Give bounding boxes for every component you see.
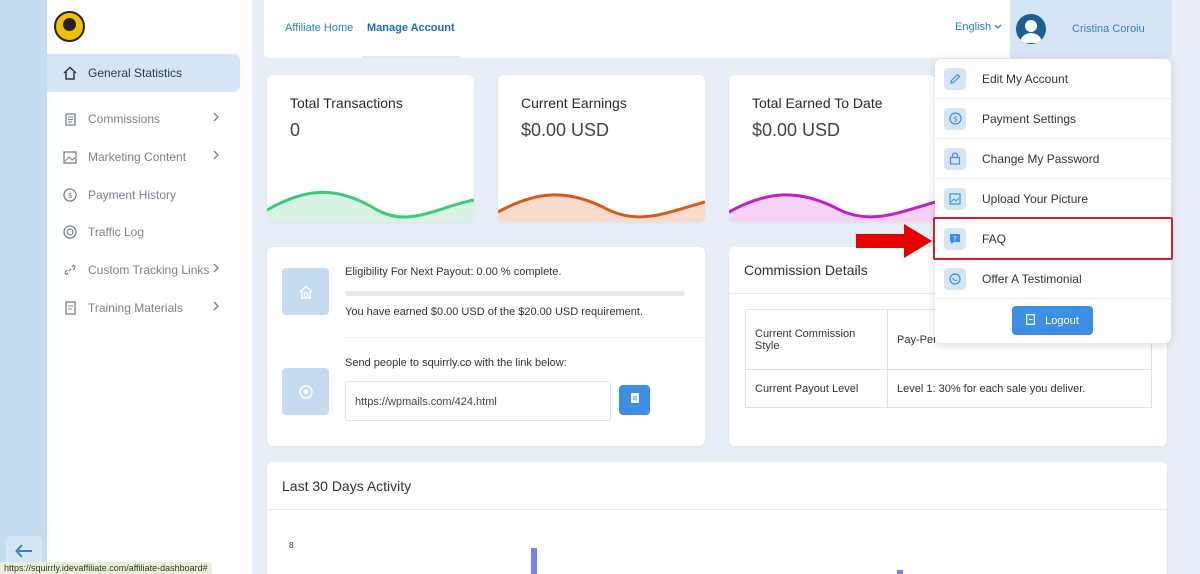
affiliate-link-field[interactable]: https://wpmails.com/424.html	[345, 381, 611, 421]
stat-title: Total Earned To Date	[752, 95, 883, 111]
sidebar-item-label: Traffic Log	[88, 225, 145, 239]
eligibility-text: Eligibility For Next Payout: 0.00 % comp…	[345, 266, 562, 278]
copy-icon	[630, 391, 640, 409]
svg-text:$: $	[67, 191, 72, 200]
commission-table: Current Commission Style Pay-Per Current…	[745, 309, 1152, 408]
tab-underline	[362, 56, 460, 58]
sidebar-item-general-statistics[interactable]: General Statistics	[47, 54, 240, 92]
stat-card-total-earned: Total Earned To Date $0.00 USD	[729, 75, 936, 222]
divider	[267, 509, 1167, 510]
menu-item-label: Upload Your Picture	[982, 191, 1089, 206]
menu-item-label: Change My Password	[982, 151, 1100, 166]
commission-title: Commission Details	[744, 262, 868, 278]
payout-card: Eligibility For Next Payout: 0.00 % comp…	[267, 247, 705, 446]
stat-card-total-transactions: Total Transactions 0	[267, 75, 474, 222]
brand-logo[interactable]	[54, 11, 85, 42]
chevron-down-icon	[994, 21, 1002, 33]
payout-progress-bar	[345, 291, 685, 296]
link-icon	[62, 262, 78, 278]
stat-value: 0	[290, 120, 301, 140]
book-icon	[62, 300, 78, 316]
table-row: Current Payout Level Level 1: 30% for ea…	[745, 369, 1152, 408]
pencil-icon	[944, 67, 966, 90]
sidebar-item-custom-tracking-links[interactable]: Custom Tracking Links	[47, 251, 240, 289]
svg-text:$: $	[952, 115, 957, 124]
red-arrow-icon	[856, 224, 932, 258]
sidebar-item-label: General Statistics	[88, 66, 183, 80]
stat-card-current-earnings: Current Earnings $0.00 USD	[498, 75, 705, 222]
stat-value: $0.00 USD	[521, 120, 610, 140]
language-label: English	[955, 21, 992, 33]
sidebar-item-label: Custom Tracking Links	[88, 263, 210, 277]
earned-text: You have earned $0.00 USD of the $20.00 …	[345, 306, 644, 318]
faq-highlight-box	[933, 217, 1173, 260]
home-icon	[282, 268, 329, 315]
svg-text:?: ?	[953, 234, 957, 242]
sidebar-item-label: Payment History	[88, 188, 177, 202]
chevron-right-icon	[212, 300, 220, 314]
target-icon	[62, 224, 78, 240]
sidebar-item-payment-history[interactable]: $ Payment History	[47, 176, 240, 214]
document-icon	[62, 111, 78, 127]
picture-icon	[944, 187, 966, 210]
sidebar	[47, 0, 252, 574]
logout-label: Logout	[1045, 314, 1079, 327]
menu-item-payment-settings[interactable]: $ Payment Settings	[935, 99, 1171, 139]
home-icon	[62, 65, 78, 81]
link-prompt: Send people to squirrly.co with the link…	[345, 357, 567, 369]
stat-title: Total Transactions	[290, 95, 403, 111]
image-icon	[62, 149, 78, 165]
wave-graphic	[498, 193, 705, 222]
table-cell-value: Level 1: 30% for each sale you deliver.	[887, 369, 1152, 408]
menu-item-upload-your-picture[interactable]: Upload Your Picture	[935, 179, 1171, 219]
stat-title: Current Earnings	[521, 95, 627, 111]
activity-title: Last 30 Days Activity	[282, 478, 412, 494]
chart-bar	[897, 570, 903, 574]
divider	[345, 337, 705, 338]
question-icon: ?	[944, 227, 966, 250]
chevron-right-icon	[212, 149, 220, 163]
chevron-right-icon	[212, 111, 220, 125]
avatar[interactable]	[1016, 14, 1046, 44]
menu-item-change-my-password[interactable]: Change My Password	[935, 139, 1171, 179]
status-bar-url: https://squirrly.idevaffiliate.com/affil…	[0, 562, 212, 574]
table-cell-label: Current Payout Level	[745, 369, 888, 408]
sidebar-item-marketing-content[interactable]: Marketing Content	[47, 138, 240, 176]
wave-graphic	[729, 193, 936, 222]
tab-affiliate-home[interactable]: Affiliate Home	[285, 22, 354, 34]
menu-item-label: Edit My Account	[982, 71, 1069, 86]
logout-button[interactable]: Logout	[1012, 306, 1093, 335]
menu-item-label: FAQ	[982, 231, 1007, 246]
sidebar-item-traffic-log[interactable]: Traffic Log	[47, 213, 240, 251]
sidebar-item-training-materials[interactable]: Training Materials	[47, 289, 240, 327]
menu-item-label: Offer A Testimonial	[982, 271, 1082, 286]
username[interactable]: Cristina Coroiu	[1072, 23, 1145, 35]
menu-item-offer-a-testimonial[interactable]: Offer A Testimonial	[935, 259, 1171, 299]
left-strip	[0, 0, 47, 574]
copy-link-button[interactable]	[619, 385, 650, 415]
table-cell-label: Current Commission Style	[745, 309, 888, 370]
dollar-circle-icon: $	[62, 187, 78, 203]
sidebar-item-commissions[interactable]: Commissions	[47, 100, 240, 138]
stat-value: $0.00 USD	[752, 120, 841, 140]
chat-icon	[944, 267, 966, 290]
logout-icon	[1026, 313, 1036, 328]
dollar-circle-icon: $	[944, 107, 966, 130]
y-tick-label: 8	[289, 541, 294, 550]
menu-item-label: Payment Settings	[982, 111, 1077, 126]
language-select[interactable]: English	[955, 21, 1002, 33]
chart-bar	[531, 548, 537, 574]
tab-manage-account[interactable]: Manage Account	[367, 22, 455, 34]
activity-card: Last 30 Days Activity 8	[267, 462, 1167, 574]
soccer-ball-icon	[282, 368, 329, 415]
sidebar-item-label: Commissions	[88, 112, 161, 126]
sidebar-item-label: Training Materials	[88, 301, 183, 315]
lock-icon	[944, 147, 966, 170]
account-dropdown-menu: Edit My Account $ Payment Settings Chang…	[935, 59, 1171, 343]
menu-item-edit-my-account[interactable]: Edit My Account	[935, 59, 1171, 99]
wave-graphic	[267, 190, 474, 222]
arrow-left-icon	[15, 543, 33, 563]
sidebar-item-label: Marketing Content	[88, 150, 187, 164]
chevron-right-icon	[212, 262, 220, 276]
